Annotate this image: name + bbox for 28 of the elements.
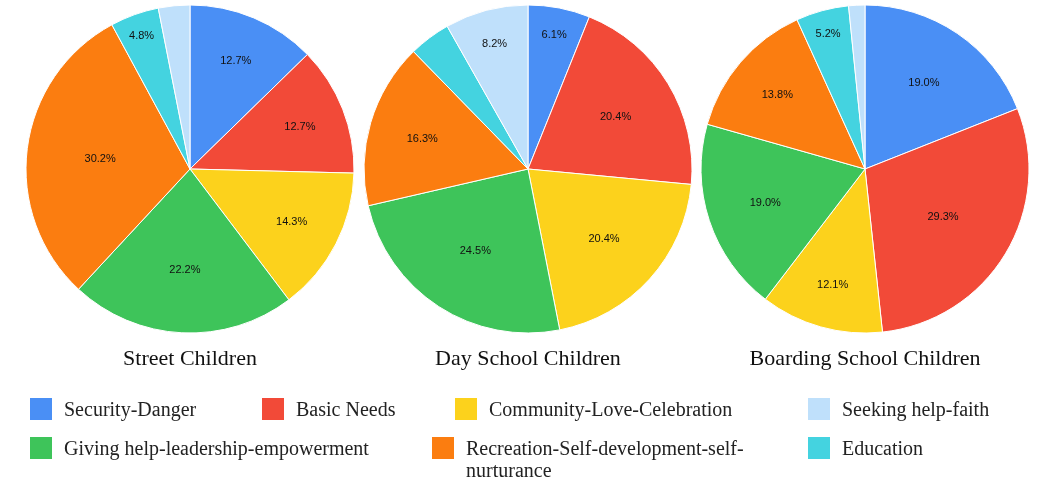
data-label: 12.7% <box>220 54 252 67</box>
data-label: 20.4% <box>599 109 632 122</box>
data-label: 14.3% <box>276 215 308 228</box>
data-label: 6.1% <box>541 27 567 40</box>
text: Day School Children <box>434 345 622 371</box>
text: Boarding School Children <box>748 345 982 371</box>
legend-label: Recreation-Self-development-self-nurturance <box>466 437 745 481</box>
data-label: 20.4% <box>588 231 620 244</box>
data-label: 16.3% <box>406 131 439 144</box>
data-label: 8.2% <box>482 36 508 49</box>
legend-label: Basic Needs <box>296 398 396 420</box>
legend-label: Security-Danger <box>64 398 197 420</box>
data-label: 19.0% <box>908 76 940 89</box>
legend-label: Giving help-leadership-empowerment <box>64 437 369 459</box>
data-label: 12.1% <box>817 278 849 291</box>
data-label: 30.2% <box>84 151 116 164</box>
data-label: 12.7% <box>284 119 316 132</box>
data-label: 19.0% <box>749 196 782 209</box>
data-label: 29.3% <box>927 210 959 223</box>
data-label: 22.2% <box>169 262 201 275</box>
data-label: 4.8% <box>129 28 155 41</box>
legend-label: Education <box>842 437 924 459</box>
data-label: 13.8% <box>761 87 794 100</box>
text: Street Children <box>122 345 258 371</box>
data-label: 24.5% <box>459 244 492 257</box>
legend-label: Community-Love-Celebration <box>489 398 733 420</box>
legend-label: Seeking help-faith <box>842 398 990 420</box>
data-label: 5.2% <box>815 26 841 39</box>
